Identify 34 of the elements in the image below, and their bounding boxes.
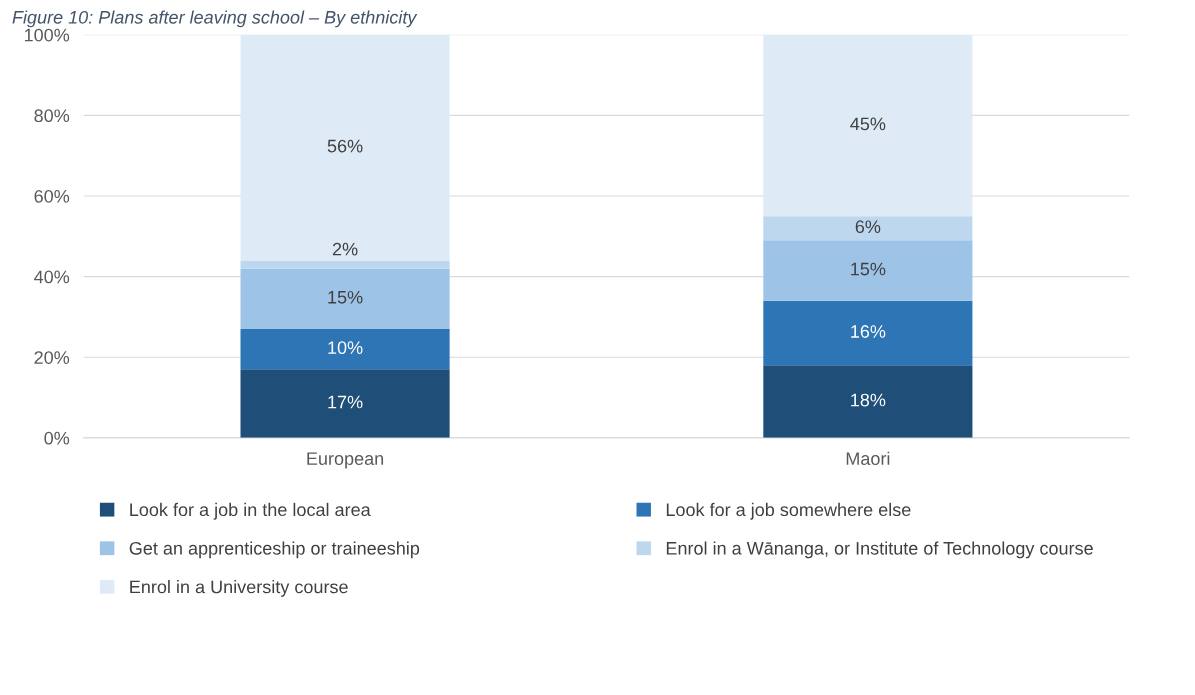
bar xyxy=(763,240,973,301)
text: 2% xyxy=(332,242,358,256)
text: 45% xyxy=(850,117,886,131)
bar xyxy=(763,365,973,438)
legend-label: Look for a job in the local area xyxy=(130,502,371,520)
y-tick-label: 40% xyxy=(34,270,70,284)
legend-label: Enrol in a University course xyxy=(130,580,348,597)
x-tick-label: Maori xyxy=(846,451,890,465)
legend-label: Enrol in a Wānanga, or Institute of Technology course xyxy=(666,541,1093,559)
text: 15% xyxy=(851,262,886,276)
y-tick-label: 60% xyxy=(34,189,70,203)
y-tick-label: 0% xyxy=(44,431,70,445)
text: 56% xyxy=(327,139,363,153)
bar xyxy=(240,34,450,261)
y-tick-label: 80% xyxy=(34,109,70,123)
chart-title: Figure 10: Plans after leaving school – By ethnicity xyxy=(12,10,418,28)
bar xyxy=(763,300,973,366)
x-tick-label: European xyxy=(307,452,384,469)
bar xyxy=(240,260,450,269)
y-tick-label: 20% xyxy=(34,351,70,364)
bar xyxy=(240,369,450,438)
y-tick-label: 100% xyxy=(24,28,70,42)
text: 18% xyxy=(851,393,886,407)
legend-label: Get an apprenticeship or traineeship xyxy=(129,541,420,559)
text: 6% xyxy=(855,220,881,234)
bar xyxy=(240,329,450,370)
text: 15% xyxy=(328,290,363,304)
legend-label: Look for a job somewhere else xyxy=(666,502,911,520)
text: 10% xyxy=(328,341,363,355)
bar xyxy=(240,268,450,330)
text: 16% xyxy=(851,325,886,338)
text: 17% xyxy=(328,395,363,409)
bar xyxy=(763,216,973,241)
bar xyxy=(763,34,973,217)
